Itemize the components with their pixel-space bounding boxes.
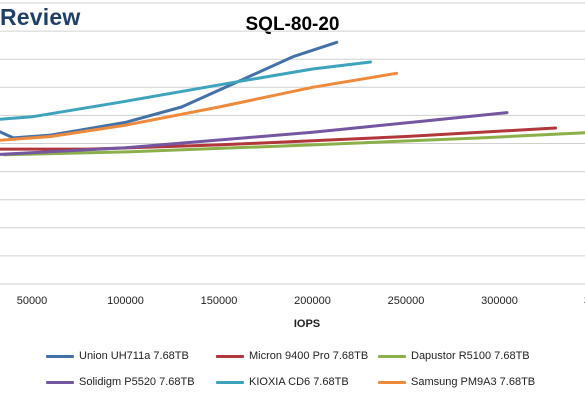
legend-item: Union UH711a 7.68TB (46, 349, 189, 363)
legend-swatch (46, 380, 74, 384)
gridlines (0, 2, 585, 285)
legend-label: Samsung PM9A3 7.68TB (411, 376, 536, 388)
legend-swatch (46, 354, 74, 358)
series-line-5 (0, 71, 399, 142)
series-line-0 (0, 40, 339, 140)
legend-item: Micron 9400 Pro 7.68TB (216, 349, 368, 363)
legend-swatch (216, 354, 244, 358)
series-line-1 (0, 126, 558, 151)
series-line-3 (0, 111, 509, 156)
x-tick-label: 200000 (294, 295, 331, 307)
brand-logo-text: Review (0, 4, 81, 30)
x-tick-label: 100000 (107, 295, 144, 307)
legend-label: Union UH711a 7.68TB (79, 350, 189, 362)
series-lines (0, 40, 585, 157)
series-line-2 (2, 131, 585, 157)
legend-swatch (216, 380, 244, 384)
legend-label: Dapustor R5100 7.68TB (411, 350, 530, 362)
legend-label: Micron 9400 Pro 7.68TB (249, 350, 369, 362)
legend-item: Samsung PM9A3 7.68TB (378, 375, 535, 389)
chart-title: SQL-80-20 (245, 14, 340, 35)
legend-swatch (378, 380, 406, 384)
x-tick-label: 50000 (17, 295, 48, 307)
legend-item: KIOXIA CD6 7.68TB (216, 375, 349, 389)
legend-item: Dapustor R5100 7.68TB (378, 349, 530, 363)
x-axis-label: IOPS (294, 318, 320, 330)
legend-item: Solidigm P5520 7.68TB (46, 375, 195, 389)
x-tick-label: 300000 (481, 295, 518, 307)
legend-label: KIOXIA CD6 7.68TB (249, 376, 349, 388)
legend: Union UH711a 7.68TB Micron 9400 Pro 7.68T… (0, 345, 585, 401)
x-tick-labels: 50000 100000 150000 200000 250000 300000 350 (17, 295, 585, 307)
legend-label: Solidigm P5520 7.68TB (79, 376, 195, 388)
legend-swatch (378, 354, 406, 358)
x-tick-label: 350 (584, 295, 585, 307)
series-line-4 (0, 60, 372, 121)
x-tick-label: 250000 (388, 295, 425, 307)
chart-plot: 50000 100000 150000 200000 250000 300000 350 I… (0, 2, 585, 330)
x-tick-label: 150000 (201, 295, 238, 307)
